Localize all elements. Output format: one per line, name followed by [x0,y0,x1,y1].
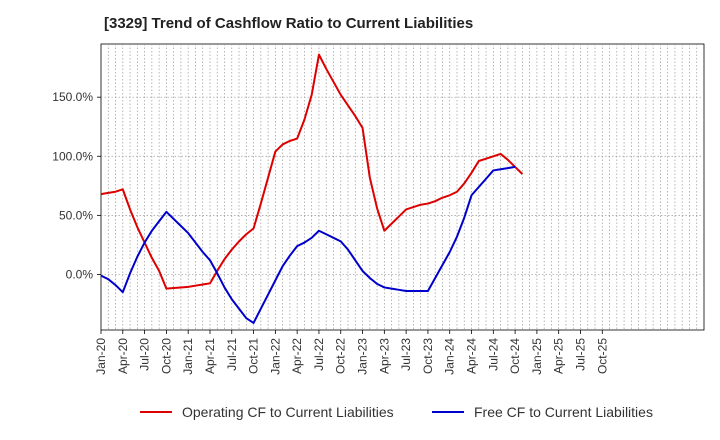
x-tick-label: Oct-24 [508,338,522,374]
x-tick-label: Apr-22 [290,338,304,374]
x-tick-label: Apr-21 [203,338,217,374]
x-tick-label: Jul-21 [225,338,239,371]
legend: Operating CF to Current Liabilities Free… [0,404,720,426]
y-tick-label: 50.0% [59,208,93,222]
x-tick-label: Jan-25 [530,338,544,375]
x-tick-label: Apr-20 [116,338,130,374]
x-tick-label: Apr-25 [552,338,566,374]
x-tick-label: Oct-22 [334,338,348,374]
x-tick-label: Jul-20 [138,338,152,371]
x-tick-label: Apr-23 [377,338,391,374]
x-tick-label: Jan-23 [356,338,370,375]
x-tick-label: Jul-25 [573,338,587,371]
legend-swatch-free-cf [432,411,464,413]
x-tick-label: Jan-24 [443,338,457,375]
x-tick-label: Jan-21 [181,338,195,375]
chart-title: [3329] Trend of Cashflow Ratio to Curren… [104,15,474,32]
x-tick-label: Oct-25 [595,338,609,374]
legend-swatch-operating-cf [140,411,172,413]
x-tick-label: Jan-22 [268,338,282,375]
x-tick-label: Oct-23 [421,338,435,374]
y-tick-label: 150.0% [52,90,93,104]
x-tick-label: Jul-24 [486,338,500,371]
legend-item-free-cf: Free CF to Current Liabilities [432,404,653,420]
legend-label-operating-cf: Operating CF to Current Liabilities [182,404,394,420]
series-line-free-cf [100,165,516,324]
y-tick-label: 100.0% [52,149,93,163]
plot-area [100,43,705,331]
series-layer [100,53,524,324]
tick-layer: 0.0% 50.0% 100.0% 150.0% Jan-20 Apr-20 Jul-20 O… [52,90,609,375]
y-tick-label: 0.0% [66,267,94,281]
legend-item-operating-cf: Operating CF to Current Liabilities [140,404,394,420]
x-tick-label: Oct-20 [159,338,173,374]
x-tick-label: Apr-24 [465,338,479,374]
series-line-operating-cf [100,53,524,290]
legend-label-free-cf: Free CF to Current Liabilities [474,404,653,420]
x-tick-label: Jul-23 [399,338,413,371]
x-tick-label: Jan-20 [94,338,108,375]
x-tick-label: Jul-22 [312,338,326,371]
x-tick-label: Oct-21 [247,338,261,374]
